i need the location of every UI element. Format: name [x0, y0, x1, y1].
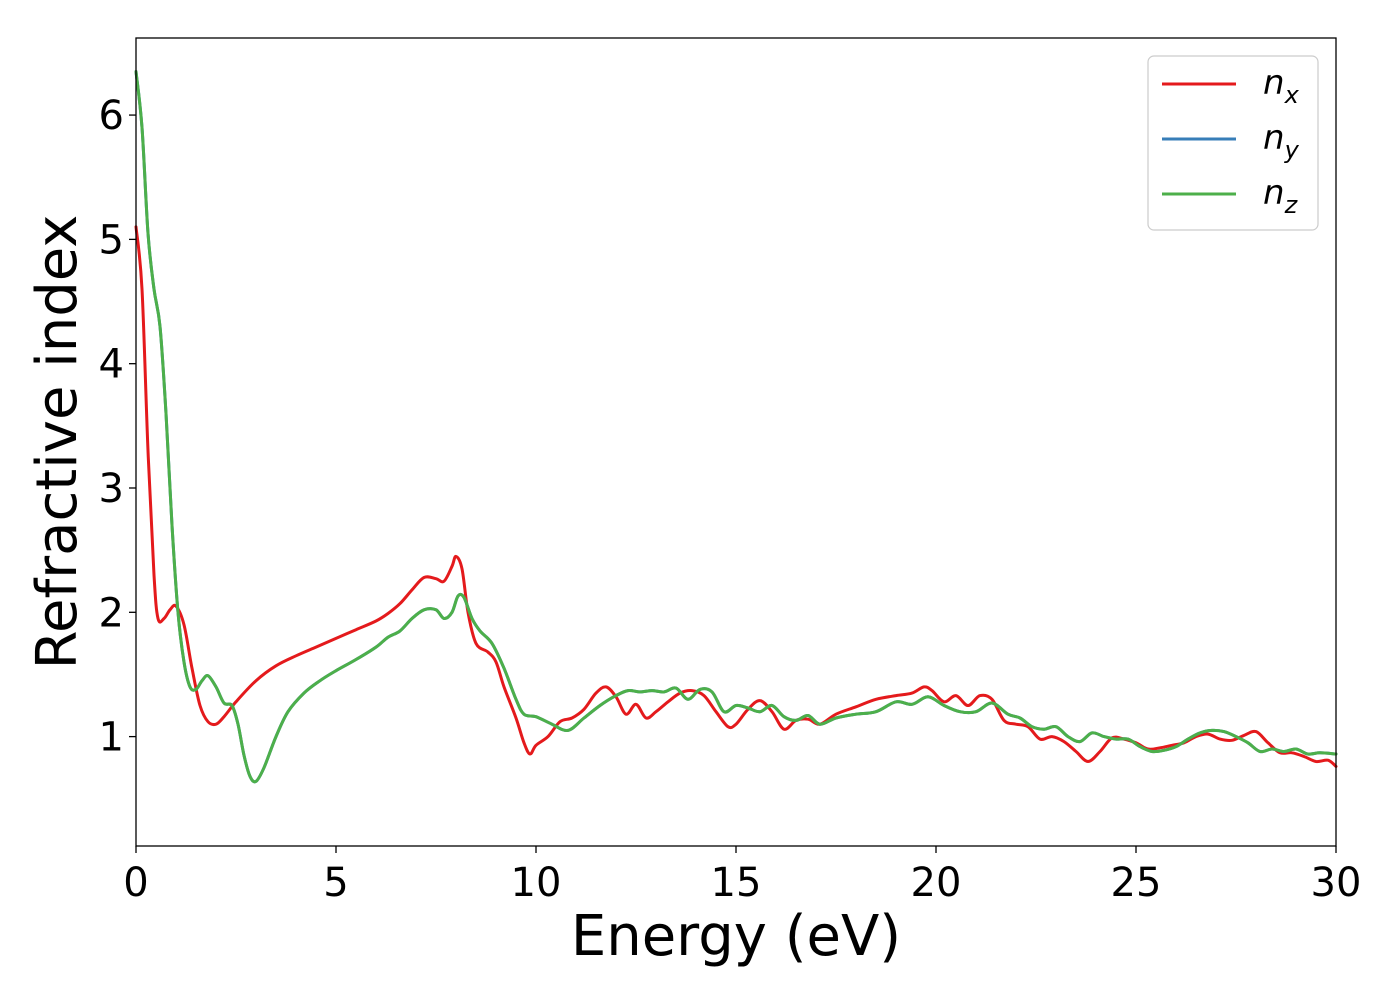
- y-tick-label: 3: [99, 466, 124, 512]
- y-axis: 1 2 3 4 5 6: [99, 93, 136, 761]
- plot-area-background: [136, 38, 1336, 846]
- legend-label-base: n: [1263, 63, 1285, 103]
- x-tick-label: 5: [323, 860, 348, 906]
- legend-box: [1147, 55, 1319, 231]
- series-line-n-z: [134, 70, 1338, 784]
- x-axis: 0 5 10 15 20 25 30: [123, 846, 1361, 906]
- series-layer: [134, 70, 1338, 784]
- x-tick-label: 20: [911, 860, 962, 906]
- legend-label-n-z: nz: [1263, 173, 1299, 219]
- y-tick-label: 2: [99, 590, 124, 636]
- legend-label-subscript: y: [1284, 136, 1300, 164]
- x-tick-label: 30: [1311, 860, 1362, 906]
- x-tick-label: 25: [1111, 860, 1162, 906]
- x-tick-label: 0: [123, 860, 148, 906]
- legend-label-subscript: x: [1284, 81, 1300, 109]
- y-tick-label: 6: [99, 93, 124, 139]
- y-tick-label: 5: [99, 217, 124, 263]
- x-tick-label: 10: [511, 860, 562, 906]
- legend-label-n-x: nx: [1263, 63, 1300, 109]
- x-tick-label: 15: [711, 860, 762, 906]
- x-axis-title: Energy (eV): [571, 904, 901, 969]
- y-tick-label: 1: [99, 715, 124, 761]
- y-tick-label: 4: [99, 342, 124, 388]
- legend-label-base: n: [1263, 173, 1285, 213]
- y-axis-title: Refractive index: [25, 215, 90, 670]
- legend-label-base: n: [1263, 118, 1285, 158]
- legend-label-n-y: ny: [1263, 118, 1300, 164]
- legend-label-subscript: z: [1284, 191, 1299, 219]
